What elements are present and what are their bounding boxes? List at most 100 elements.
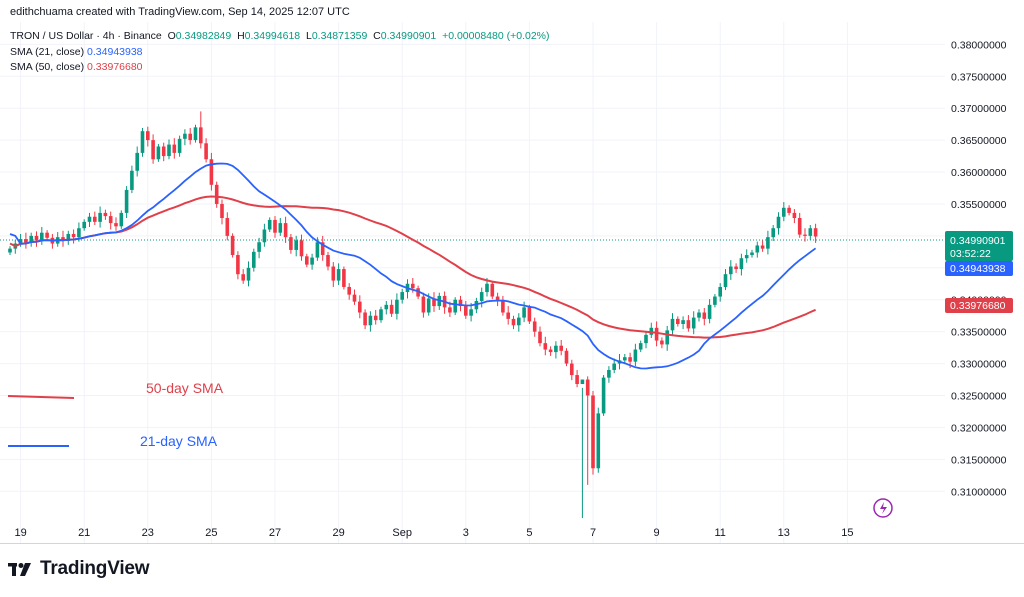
candle-up	[135, 152, 139, 171]
candle-down	[146, 131, 150, 141]
candle-up	[479, 292, 484, 302]
x-tick-label: 7	[590, 527, 596, 539]
candle-up	[66, 233, 71, 241]
y-tick-label: 0.33000000	[951, 359, 1007, 371]
candle-up	[633, 349, 638, 362]
sma21-legend-value: 0.34943938	[87, 46, 143, 58]
open-label: O	[167, 30, 176, 42]
candle-up	[517, 317, 521, 326]
candle-down	[490, 283, 495, 297]
candle-up	[755, 245, 760, 253]
tradingview-logo[interactable]: TradingView	[8, 558, 150, 580]
candle-down	[305, 256, 309, 265]
candle-up	[623, 357, 627, 361]
candle-up	[29, 235, 33, 243]
candle-up	[262, 229, 267, 243]
candle-up	[723, 274, 728, 287]
candle-up	[665, 330, 669, 345]
y-tick-label: 0.32500000	[951, 391, 1007, 403]
candle-down	[204, 143, 208, 160]
candle-up	[697, 312, 701, 318]
candle-up	[379, 309, 383, 321]
sma50-legend-label: SMA (50, close)	[10, 61, 85, 73]
candle-up	[87, 216, 92, 222]
candle-up	[8, 248, 12, 253]
candle-up	[554, 345, 558, 353]
candle-up	[713, 296, 717, 305]
candle-down	[803, 234, 807, 236]
last-price-value: 0.34990901	[950, 235, 1006, 247]
candle-down	[363, 312, 367, 326]
y-tick-label: 0.36000000	[951, 167, 1007, 179]
y-tick-label: 0.33500000	[951, 327, 1007, 339]
symbol-ohlc-row: TRON / US Dollar · 4h · Binance O0.34982…	[10, 30, 550, 42]
candle-up	[596, 413, 601, 469]
candle-down	[241, 274, 245, 281]
candle-up	[644, 334, 648, 344]
candle-up	[782, 207, 786, 217]
sma50-annotation: 50-day SMA	[146, 380, 224, 396]
candle-down	[114, 223, 118, 227]
candle-down	[108, 216, 113, 224]
candle-down	[495, 296, 500, 302]
x-tick-label: 9	[654, 527, 660, 539]
candle-down	[273, 219, 277, 233]
candle-down	[760, 245, 765, 249]
candle-down	[331, 266, 336, 281]
candle-up	[156, 146, 161, 160]
candle-up	[257, 242, 261, 252]
candle-down	[702, 312, 707, 319]
x-tick-label: 23	[142, 527, 154, 539]
candle-up	[638, 343, 643, 350]
candle-down	[389, 304, 394, 314]
candlesticks	[8, 111, 818, 519]
low-value: 0.34871359	[311, 30, 368, 42]
symbol-title: TRON / US Dollar · 4h · Binance	[10, 30, 162, 42]
candle-down	[188, 133, 192, 141]
candle-up	[40, 232, 44, 241]
candle-down	[501, 301, 505, 313]
candle-up	[485, 283, 489, 293]
candle-up	[267, 219, 272, 230]
candle-down	[199, 127, 203, 144]
sma50-tag-value: 0.33976680	[950, 300, 1006, 312]
open-value: 0.34982849	[175, 30, 232, 42]
candle-down	[358, 301, 362, 313]
candle-down	[686, 320, 691, 329]
candle-down	[352, 294, 357, 302]
candle-up	[183, 133, 187, 139]
x-tick-label: 5	[526, 527, 532, 539]
sma50-legend[interactable]: SMA (50, close) 0.33976680	[10, 61, 143, 73]
candle-down	[71, 233, 76, 238]
candle-up	[310, 257, 314, 265]
sma50-annotation-line	[7, 395, 75, 399]
y-tick-label: 0.35500000	[951, 199, 1007, 211]
replay-icon[interactable]	[873, 498, 893, 518]
y-tick-label: 0.31000000	[951, 486, 1007, 498]
candle-up	[315, 242, 320, 258]
candle-down	[543, 343, 548, 350]
candle-down	[161, 146, 166, 157]
candle-down	[209, 159, 214, 185]
candle-up	[681, 320, 685, 324]
x-tick-label: 19	[14, 527, 26, 539]
x-tick-label: Sep	[392, 527, 412, 539]
candle-up	[744, 255, 749, 259]
change-value: +0.00008480 (+0.02%)	[442, 30, 550, 42]
candle-down	[342, 269, 346, 287]
close-label: C	[373, 30, 381, 42]
candle-down	[527, 307, 532, 322]
x-tick-label: 25	[205, 527, 217, 539]
candle-up	[750, 252, 754, 256]
candle-down	[93, 216, 97, 222]
candle-down	[734, 266, 738, 270]
candle-up	[193, 127, 198, 141]
candle-down	[511, 318, 516, 326]
x-tick-label: 21	[78, 527, 90, 539]
sma21-annotation: 21-day SMA	[140, 433, 218, 449]
sma21-legend[interactable]: SMA (21, close) 0.34943938	[10, 46, 143, 58]
candle-up	[336, 269, 341, 281]
sma21-legend-label: SMA (21, close)	[10, 46, 85, 58]
last-price-tag: 0.34990901 03:52:22	[945, 231, 1013, 261]
